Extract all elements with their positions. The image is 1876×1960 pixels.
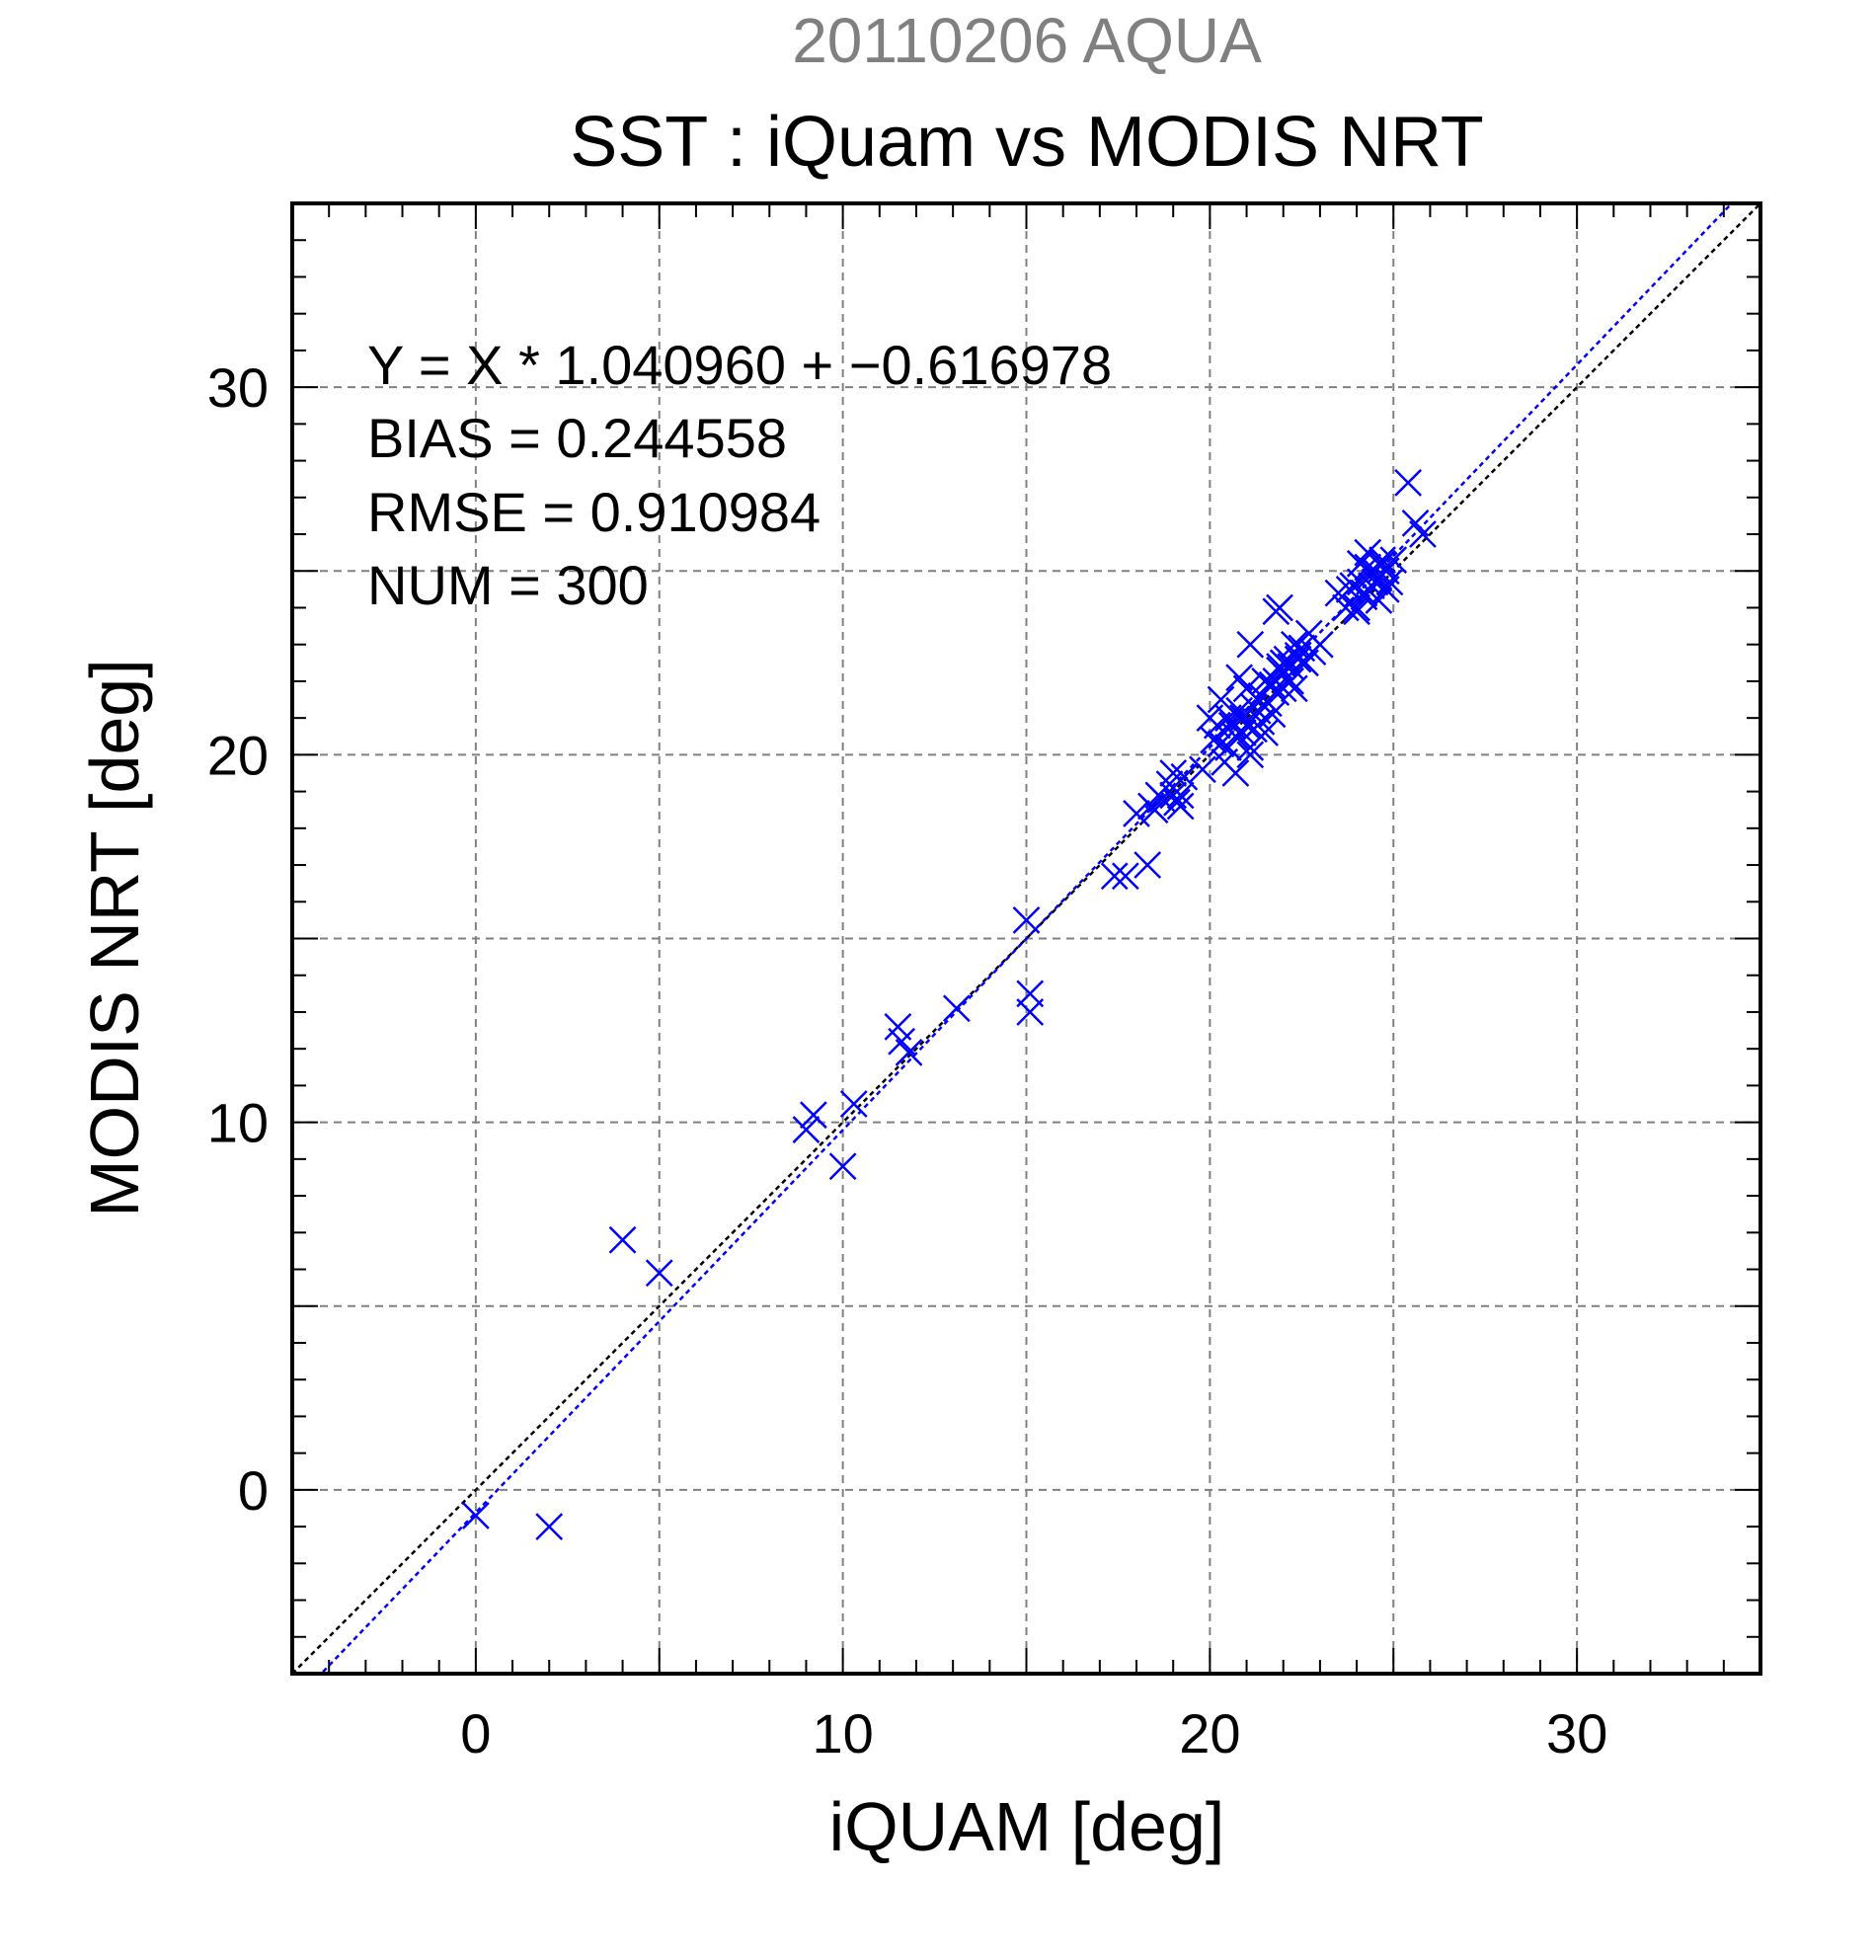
- x-tick-label: 10: [812, 1702, 873, 1764]
- data-point: [1368, 549, 1396, 578]
- data-point: [1159, 759, 1188, 787]
- data-point: [942, 994, 971, 1023]
- data-point: [1225, 664, 1253, 692]
- regression-line: [319, 203, 1734, 1674]
- y-tick-label: 10: [207, 1092, 269, 1154]
- data-point: [895, 1039, 923, 1066]
- num-stat: NUM = 300: [367, 554, 649, 616]
- data-point: [800, 1101, 827, 1130]
- data-point: [1236, 741, 1265, 769]
- data-point: [1269, 649, 1297, 677]
- x-axis-label: iQUAM [deg]: [829, 1788, 1225, 1865]
- x-tick-label: 30: [1546, 1702, 1607, 1764]
- data-point: [1159, 781, 1188, 810]
- reference-lines: [292, 203, 1760, 1674]
- data-point: [1111, 862, 1139, 891]
- y-axis-label: MODIS NRT [deg]: [76, 659, 153, 1216]
- data-point: [828, 1152, 857, 1181]
- plot-frame: [290, 201, 1762, 1676]
- y-tick-label: 30: [207, 356, 269, 419]
- data-point: [1207, 730, 1235, 758]
- data-point: [1294, 619, 1323, 648]
- data-point: [1335, 575, 1364, 603]
- data-point: [1251, 719, 1280, 746]
- data-point: [1266, 656, 1293, 684]
- data-point: [1346, 549, 1374, 578]
- data-point: [1221, 722, 1250, 750]
- chart-supertitle: 20110206 AQUA: [792, 5, 1262, 76]
- data-point: [1170, 762, 1199, 791]
- x-tick-label: 20: [1179, 1702, 1240, 1764]
- data-point: [1379, 546, 1408, 574]
- data-point: [535, 1513, 564, 1540]
- data-point: [1375, 568, 1404, 596]
- data-point: [1262, 678, 1290, 706]
- data-point: [1016, 980, 1045, 1008]
- data-point: [1189, 755, 1216, 784]
- y-tick-labels: 0 10 20 30: [207, 356, 269, 1522]
- chart-title: SST : iQuam vs MODIS NRT: [570, 103, 1484, 182]
- minor-tick-marks: [291, 202, 1761, 1675]
- y-tick-label: 20: [207, 724, 269, 786]
- data-point: [1277, 653, 1305, 680]
- data-point: [1394, 469, 1423, 497]
- data-point: [1123, 800, 1150, 827]
- data-point: [1236, 630, 1265, 659]
- data-point: [1214, 704, 1242, 733]
- data-point: [1266, 593, 1293, 622]
- data-point: [1221, 759, 1250, 787]
- data-point: [839, 1090, 868, 1118]
- data-point: [1100, 862, 1129, 891]
- y-tick-label: 0: [238, 1459, 269, 1522]
- data-point: [1166, 781, 1195, 810]
- data-point: [1207, 685, 1235, 714]
- data-point: [1350, 583, 1378, 611]
- data-point: [1409, 520, 1437, 548]
- regression-equation: Y = X * 1.040960 + −0.616978: [367, 334, 1112, 396]
- data-point: [1133, 851, 1162, 879]
- data-point: [1343, 597, 1370, 626]
- data-point: [1280, 674, 1308, 703]
- data-point: [1368, 546, 1396, 574]
- data-point: [1012, 906, 1041, 934]
- data-points: [461, 469, 1437, 1540]
- data-point: [1332, 593, 1360, 622]
- data-point: [645, 1259, 673, 1288]
- x-tick-label: 0: [460, 1702, 491, 1764]
- data-point: [608, 1225, 637, 1254]
- rmse-stat: RMSE = 0.910984: [367, 481, 821, 543]
- x-tick-labels: 0 10 20 30: [460, 1702, 1607, 1764]
- bias-stat: BIAS = 0.244558: [367, 407, 787, 469]
- data-point: [1361, 568, 1389, 596]
- data-point: [461, 1502, 490, 1529]
- data-point: [792, 1116, 821, 1143]
